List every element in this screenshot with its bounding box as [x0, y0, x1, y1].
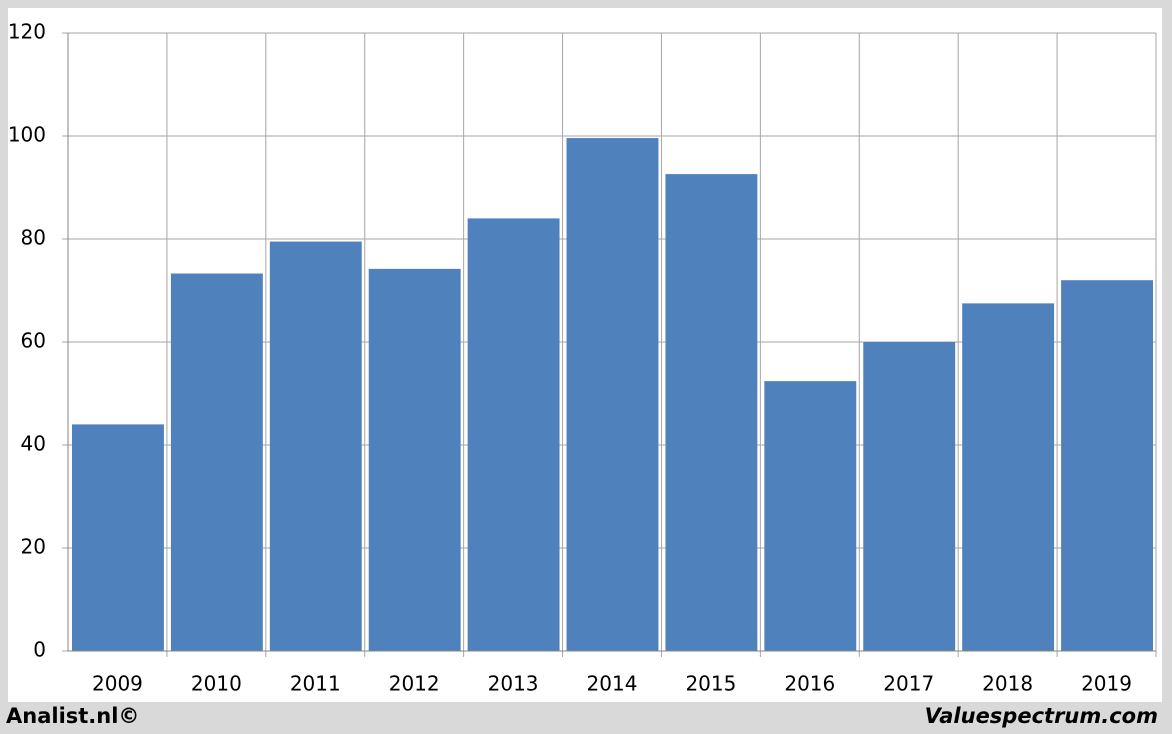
- y-tick-label: 0: [33, 638, 46, 662]
- x-tick-label: 2015: [685, 672, 736, 696]
- x-tick-label: 2010: [191, 672, 242, 696]
- x-tick-label: 2014: [587, 672, 638, 696]
- source-left: Analist.nl©: [6, 704, 139, 728]
- y-tick-label: 60: [21, 329, 46, 353]
- y-tick-label: 120: [8, 20, 46, 44]
- y-tick-label: 20: [21, 535, 46, 559]
- bar: [665, 174, 758, 652]
- x-tick-label: 2017: [883, 672, 934, 696]
- bar: [269, 241, 362, 651]
- y-tick-label: 80: [21, 226, 46, 250]
- bar: [368, 268, 461, 651]
- bar: [764, 381, 857, 651]
- x-tick-label: 2019: [1081, 672, 1132, 696]
- x-tick-label: 2011: [290, 672, 341, 696]
- bar: [170, 273, 263, 651]
- bar: [962, 303, 1055, 651]
- y-tick-label: 40: [21, 432, 46, 456]
- x-tick-label: 2012: [389, 672, 440, 696]
- bar: [72, 424, 164, 651]
- x-tick-label: 2016: [784, 672, 835, 696]
- bar: [1061, 280, 1153, 651]
- x-tick-label: 2018: [982, 672, 1033, 696]
- bar: [863, 342, 956, 651]
- bar: [566, 138, 659, 651]
- bar: [467, 218, 560, 651]
- y-tick-label: 100: [8, 123, 46, 147]
- x-tick-label: 2013: [488, 672, 539, 696]
- source-right: Valuespectrum.com: [925, 704, 1158, 728]
- plot: 0 20 40 60 80 100 120 2009 2010 2011 2012 2013 2014 2…: [8, 20, 1157, 696]
- x-tick-label: 2009: [92, 672, 143, 696]
